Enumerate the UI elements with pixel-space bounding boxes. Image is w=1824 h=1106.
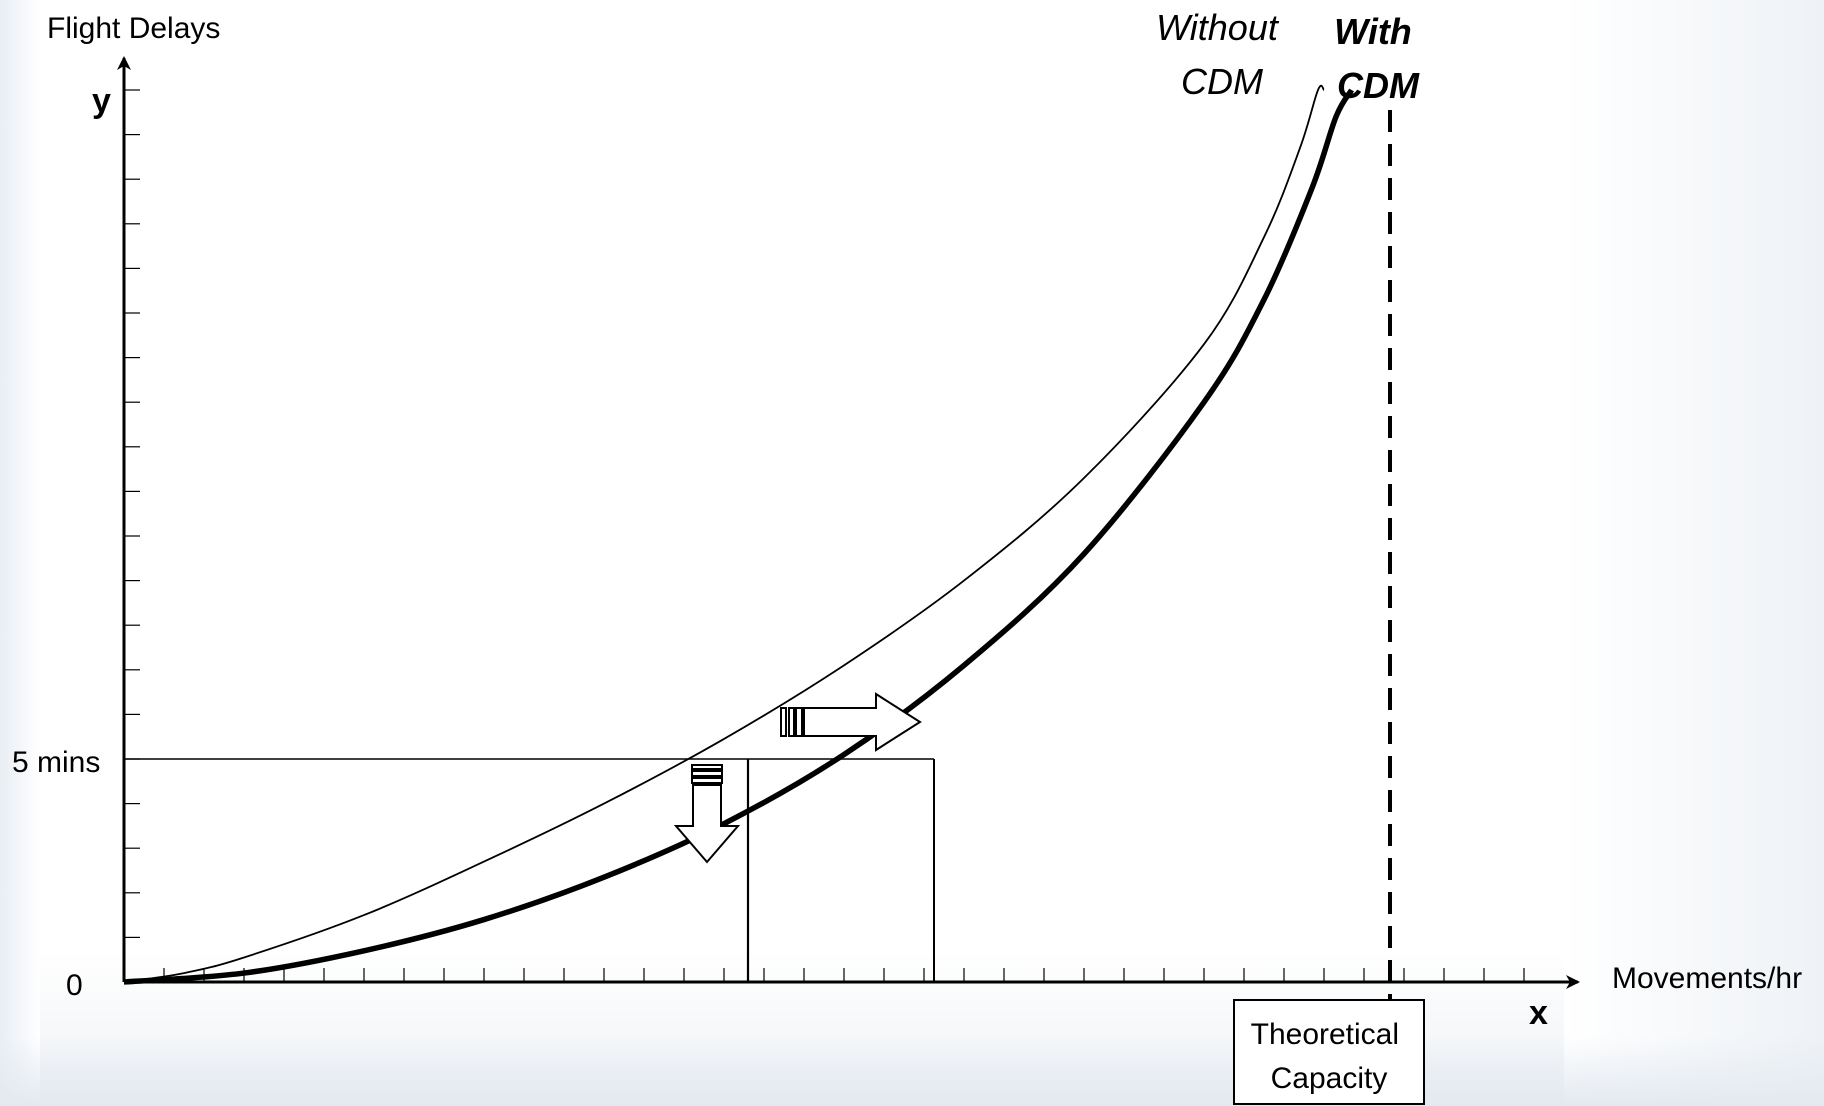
delay-reduction-arrow [673,764,741,864]
background-right-wash [1564,0,1824,1106]
series-label-without-cdm: Without CDM [1156,7,1288,102]
x-axis-letter: x [1529,994,1548,1032]
y-axis-letter: y [92,82,111,120]
y-tick-label-zero: 0 [66,969,83,1002]
series-line-with-cdm [123,88,1354,985]
theoretical-capacity-label: Theoretical Capacity [1251,1018,1408,1095]
series-label-with-cdm: With CDM [1334,11,1422,106]
theoretical-capacity-box [1233,999,1425,1105]
capacity-increase-arrow [780,692,922,752]
background-bottom-wash [0,1036,1824,1106]
series-line-without-cdm [123,84,1325,983]
y-tick-label-5mins: 5 mins [12,746,100,779]
x-axis-ticks [163,968,1525,982]
background-left-wash [0,0,40,1106]
y-axis-ticks [124,89,140,939]
y-axis-title: Flight Delays [47,12,220,45]
x-axis-title: Movements/hr [1612,962,1802,995]
